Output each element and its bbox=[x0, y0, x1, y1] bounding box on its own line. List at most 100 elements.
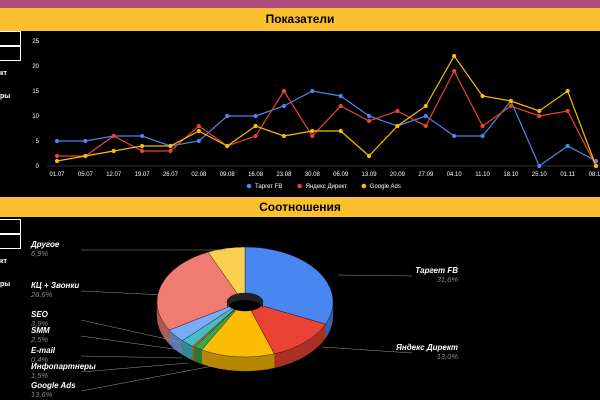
x-tick-label: 06.09 bbox=[333, 172, 349, 178]
pie-slice-label: Таргет FB bbox=[415, 266, 458, 275]
legend-marker bbox=[246, 183, 252, 189]
legend-label: Google Ads bbox=[370, 184, 401, 190]
y-tick-label: 20 bbox=[32, 64, 39, 70]
data-point bbox=[338, 128, 343, 134]
data-point bbox=[338, 103, 343, 109]
x-tick-label: 11.10 bbox=[475, 172, 490, 178]
pie-leader-line bbox=[321, 346, 413, 354]
data-point bbox=[54, 138, 60, 144]
data-point bbox=[537, 108, 542, 114]
data-point bbox=[253, 123, 258, 129]
data-point bbox=[253, 113, 258, 119]
side-filter-cell[interactable] bbox=[0, 219, 21, 234]
pie-slice-label: E-mail bbox=[31, 346, 56, 355]
x-tick-label: 16.08 bbox=[248, 172, 264, 178]
data-point bbox=[452, 53, 457, 59]
data-point bbox=[111, 148, 116, 154]
chart2-header-band: Соотношения bbox=[0, 197, 600, 217]
x-tick-label: 26.07 bbox=[163, 172, 179, 178]
data-point bbox=[281, 88, 287, 94]
legend-label: Таргет FB bbox=[255, 184, 282, 190]
pie-slice-percent: 3,9% bbox=[31, 319, 48, 328]
pie-leader-line bbox=[80, 362, 189, 373]
side-filter-cell[interactable] bbox=[0, 234, 21, 249]
data-point bbox=[480, 123, 485, 129]
data-point bbox=[537, 163, 542, 169]
donut-top bbox=[156, 246, 334, 358]
series-line-1 bbox=[57, 69, 597, 167]
x-tick-label: 27.09 bbox=[418, 172, 434, 178]
pie-slice-percent: 13,0% bbox=[437, 352, 459, 361]
data-point bbox=[225, 113, 230, 119]
data-point bbox=[140, 143, 145, 149]
y-tick-label: 0 bbox=[36, 164, 40, 170]
pie-leader-line bbox=[80, 319, 181, 343]
data-point bbox=[452, 68, 457, 74]
x-tick-label: 02.08 bbox=[191, 172, 207, 178]
series-line-0 bbox=[57, 90, 597, 167]
donut-hole-wall bbox=[227, 293, 263, 309]
data-point bbox=[168, 148, 173, 154]
pie-slice-label: КЦ + Звонки bbox=[31, 281, 79, 290]
pie-leader-line bbox=[337, 274, 413, 277]
data-point bbox=[366, 118, 372, 124]
pie-slice-label: Google Ads bbox=[31, 381, 76, 390]
pie-slice-label: SEO bbox=[31, 310, 49, 319]
data-point bbox=[565, 143, 570, 149]
x-tick-label: 09.08 bbox=[220, 172, 236, 178]
data-point bbox=[310, 128, 315, 134]
data-point bbox=[537, 113, 542, 119]
data-point bbox=[140, 148, 145, 154]
y-tick-label: 25 bbox=[32, 39, 39, 45]
data-point bbox=[196, 123, 201, 129]
legend-marker bbox=[297, 183, 302, 189]
x-tick-label: 01.07 bbox=[49, 172, 65, 178]
pie-slice-percent: 31,6% bbox=[437, 275, 459, 284]
y-tick-label: 10 bbox=[32, 114, 39, 120]
side-filter-cell[interactable] bbox=[0, 31, 21, 46]
data-point bbox=[140, 133, 145, 139]
data-point bbox=[196, 128, 201, 134]
data-point bbox=[111, 133, 116, 139]
pie-slice-percent: 1,5% bbox=[31, 371, 48, 380]
data-point bbox=[168, 143, 173, 149]
side-filter-label: кт bbox=[0, 70, 7, 77]
side-filter-cell[interactable] bbox=[0, 46, 21, 61]
data-point bbox=[253, 133, 258, 139]
data-point bbox=[593, 163, 599, 169]
top-color-strip bbox=[0, 0, 600, 8]
data-point bbox=[225, 143, 230, 149]
pie-leader-line bbox=[80, 365, 214, 392]
chart1-title: Показатели bbox=[265, 12, 335, 26]
data-point bbox=[281, 103, 287, 109]
x-tick-label: 20.09 bbox=[390, 172, 406, 178]
x-tick-label: 04.10 bbox=[447, 172, 463, 178]
data-point bbox=[310, 133, 315, 139]
data-point bbox=[83, 138, 88, 144]
data-point bbox=[54, 158, 60, 164]
series-line-2 bbox=[56, 54, 597, 167]
data-point bbox=[366, 113, 372, 119]
data-point bbox=[395, 123, 400, 129]
y-tick-label: 15 bbox=[32, 89, 39, 95]
data-point bbox=[83, 153, 88, 159]
data-point bbox=[565, 108, 570, 114]
pie-slice-percent: 2,5% bbox=[30, 335, 48, 344]
pie-slice-percent: 26,6% bbox=[30, 290, 53, 299]
data-point bbox=[480, 133, 485, 139]
data-point bbox=[508, 103, 513, 109]
pie-slice-label: Яндекс Директ bbox=[395, 343, 458, 352]
pie-slice-label: Другое bbox=[30, 240, 60, 249]
data-point bbox=[395, 108, 400, 114]
pie-slice-percent: 0,4% bbox=[31, 355, 48, 364]
side-filter-label: ры bbox=[0, 281, 11, 288]
data-point bbox=[480, 93, 485, 99]
chart1-header-band: Показатели bbox=[0, 8, 600, 31]
data-point bbox=[565, 88, 570, 94]
x-tick-label: 25.10 bbox=[532, 172, 548, 178]
data-point bbox=[452, 133, 457, 139]
data-point bbox=[423, 103, 428, 109]
data-point bbox=[281, 133, 287, 139]
chart2-title: Соотношения bbox=[259, 200, 341, 214]
